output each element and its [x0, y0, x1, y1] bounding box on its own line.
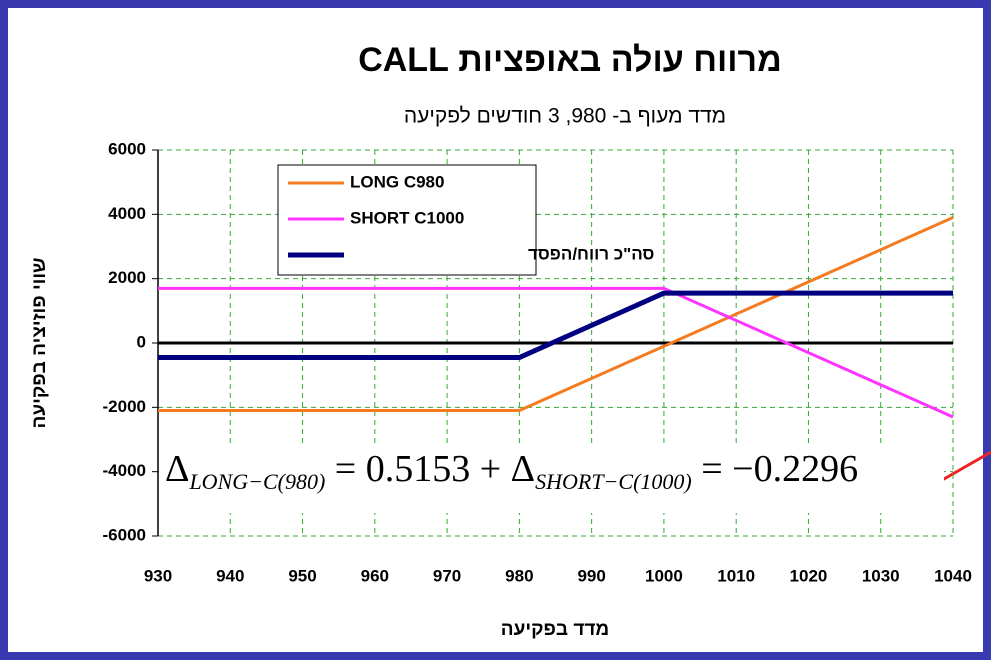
x-axis-label: מדד בפקיעה	[501, 619, 609, 640]
chart-title: מרווח עולה באופציות CALL	[358, 41, 782, 79]
y-tick-label: 2000	[108, 268, 146, 287]
annotation-part: LONG−C(980)	[188, 469, 325, 494]
series-line	[158, 216, 954, 413]
legend-label: סה"כ רווח/הפסד	[528, 244, 654, 263]
y-tick-label: -6000	[103, 525, 146, 544]
x-tick-label: 940	[216, 566, 244, 585]
x-tick-label: 990	[577, 566, 605, 585]
x-tick-label: 950	[288, 566, 316, 585]
x-tick-label: 930	[144, 566, 172, 585]
chart-subtitle: מדד מעוף ב- 980, 3 חודשים לפקיעה	[404, 105, 726, 128]
annotation-box	[159, 443, 944, 513]
y-tick-label: 6000	[108, 139, 146, 158]
x-tick-label: 1030	[862, 566, 900, 585]
annotation-part: Δ	[165, 448, 189, 490]
x-tick-label: 1000	[645, 566, 683, 585]
x-tick-label: 1020	[790, 566, 828, 585]
y-tick-label: 4000	[108, 204, 146, 223]
x-tick-label: 1040	[934, 566, 972, 585]
annotation-part: SHORT−C(1000)	[535, 469, 692, 494]
slide	[8, 8, 983, 652]
series-line	[158, 286, 954, 419]
y-tick-label: -2000	[103, 397, 146, 416]
annotation: ΔLONG−C(980) = 0.5153 + ΔSHORT−C(1000) =…	[165, 448, 858, 494]
x-tick-label: 970	[433, 566, 461, 585]
legend-label: SHORT C1000	[350, 208, 464, 227]
x-tick-label: 1010	[717, 566, 755, 585]
y-tick-label: -4000	[103, 461, 146, 480]
legend-label: LONG C980	[350, 172, 444, 191]
x-tick-label: 960	[361, 566, 389, 585]
y-axis-label: שווי פוזיציה בפקיעה	[29, 258, 50, 429]
annotation-part: Δ	[511, 448, 535, 490]
series-line	[158, 290, 953, 360]
x-tick-label: 980	[505, 566, 533, 585]
y-tick-label: 0	[137, 332, 146, 351]
annotation-part: = 0.5153 +	[325, 448, 510, 490]
annotation-part: = −0.2296	[692, 448, 858, 490]
